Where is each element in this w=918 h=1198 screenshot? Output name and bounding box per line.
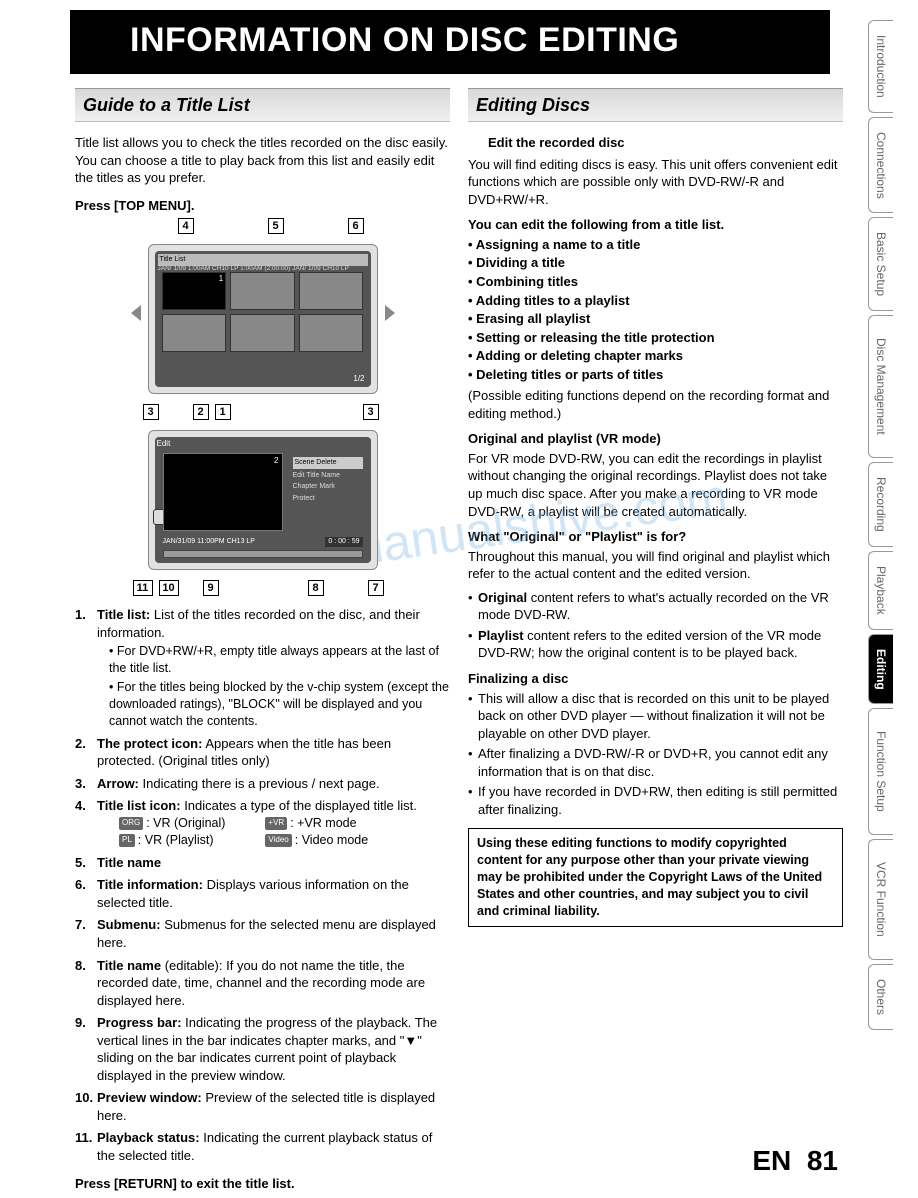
- tab-vcr-function[interactable]: VCR Function: [868, 839, 893, 960]
- callout-3a: 3: [143, 404, 159, 420]
- callout-11: 11: [133, 580, 153, 596]
- definitions-list: Title list: List of the titles recorded …: [75, 606, 450, 1164]
- op-text: For VR mode DVD-RW, you can edit the rec…: [468, 450, 843, 520]
- arrow-left-icon: [131, 305, 141, 321]
- item-10: Preview window: Preview of the selected …: [75, 1089, 450, 1124]
- thumb-2: [230, 272, 295, 310]
- tab-editing[interactable]: Editing: [868, 634, 893, 705]
- thumb-1: 1: [162, 272, 227, 310]
- callout-8: 8: [308, 580, 324, 596]
- fin-list: This will allow a disc that is recorded …: [468, 690, 843, 819]
- preview-window: 2: [163, 453, 283, 531]
- diag1-page: 1/2: [353, 374, 364, 385]
- item-3: Arrow: Indicating there is a previous / …: [75, 775, 450, 793]
- edit-bullet-list: Assigning a name to a title Dividing a t…: [468, 236, 843, 383]
- callout-5: 5: [268, 218, 284, 234]
- diagram1-callouts-top: 4 5 6: [148, 218, 378, 238]
- item-9: Progress bar: Indicating the progress of…: [75, 1014, 450, 1084]
- footer-page: 81: [807, 1145, 838, 1176]
- submenu-list: Scene Delete Edit Title Name Chapter Mar…: [293, 457, 363, 505]
- tab-playback[interactable]: Playback: [868, 551, 893, 630]
- item-8: Title name (editable): If you do not nam…: [75, 957, 450, 1010]
- fin-head: Finalizing a disc: [468, 670, 843, 688]
- warning-box: Using these editing functions to modify …: [468, 828, 843, 926]
- right-p3: (Possible editing functions depend on th…: [468, 387, 843, 422]
- arrow-right-icon: [385, 305, 395, 321]
- intro-text: Title list allows you to check the title…: [75, 134, 450, 187]
- tab-others[interactable]: Others: [868, 964, 893, 1030]
- item-4: Title list icon: Indicates a type of the…: [75, 797, 450, 848]
- what-text: Throughout this manual, you will find or…: [468, 548, 843, 583]
- callout-2: 2: [193, 404, 209, 420]
- callout-1: 1: [215, 404, 231, 420]
- thumb-3: [299, 272, 364, 310]
- tab-disc-management[interactable]: Disc Management: [868, 315, 893, 458]
- callout-6: 6: [348, 218, 364, 234]
- org-icon: ORG: [119, 817, 143, 830]
- video-icon: Video: [265, 834, 291, 847]
- diagram2-callouts-bot: 11 10 9 8 7: [133, 580, 393, 600]
- diag2-edit-label: Edit: [157, 439, 171, 450]
- item-6: Title information: Displays various info…: [75, 876, 450, 911]
- what-head: What "Original" or "Playlist" is for?: [468, 528, 843, 546]
- item-2: The protect icon: Appears when the title…: [75, 735, 450, 770]
- item-5: Title name: [75, 854, 450, 872]
- press-instruction: Press [TOP MENU].: [75, 197, 450, 215]
- return-instruction: Press [RETURN] to exit the title list.: [75, 1175, 450, 1193]
- section-head-right: Editing Discs: [468, 88, 843, 122]
- left-column: Guide to a Title List Title list allows …: [75, 88, 450, 1196]
- tab-connections[interactable]: Connections: [868, 117, 893, 214]
- edit-rec-head: Edit the recorded disc: [468, 134, 843, 152]
- diagram1-callouts-bot: 3 2 1 3: [123, 404, 403, 424]
- thumb-6: [299, 314, 364, 352]
- tab-function-setup[interactable]: Function Setup: [868, 708, 893, 835]
- footer-lang: EN: [752, 1145, 791, 1176]
- diagram-edit-menu: Edit 2 Scene Delete Edit Title Name Chap…: [148, 430, 378, 570]
- callout-4: 4: [178, 218, 194, 234]
- right-column: Editing Discs Edit the recorded disc You…: [468, 88, 843, 1196]
- pl-icon: PL: [119, 834, 135, 847]
- page-banner: INFORMATION ON DISC EDITING: [70, 10, 830, 74]
- callout-10: 10: [159, 580, 179, 596]
- tab-basic-setup[interactable]: Basic Setup: [868, 217, 893, 311]
- vr-icon: +VR: [265, 817, 287, 830]
- tab-introduction[interactable]: Introduction: [868, 20, 893, 113]
- callout-7: 7: [368, 580, 384, 596]
- item-7: Submenu: Submenus for the selected menu …: [75, 916, 450, 951]
- thumb-4: [162, 314, 227, 352]
- right-p2: You can edit the following from a title …: [468, 216, 843, 234]
- page-footer: EN 81: [752, 1142, 838, 1180]
- op-head: Original and playlist (VR mode): [468, 430, 843, 448]
- side-tabs: Introduction Connections Basic Setup Dis…: [868, 20, 918, 1034]
- diag1-titlebar: Title List: [158, 254, 368, 265]
- callout-9: 9: [203, 580, 219, 596]
- thumb-5: [230, 314, 295, 352]
- diagram-title-list: Title List JAN/ 1/09 1:00AM CH10 LP 1:00…: [148, 244, 378, 394]
- right-p1: You will find editing discs is easy. Thi…: [468, 156, 843, 209]
- callout-3b: 3: [363, 404, 379, 420]
- tab-recording[interactable]: Recording: [868, 462, 893, 547]
- what-list: Original content refers to what's actual…: [468, 589, 843, 662]
- section-head-left: Guide to a Title List: [75, 88, 450, 122]
- item-11: Playback status: Indicating the current …: [75, 1129, 450, 1164]
- progress-area: JAN/31/09 11:00PM CH13 LP 0 : 00 : 59: [163, 537, 363, 555]
- item-1: Title list: List of the titles recorded …: [75, 606, 450, 729]
